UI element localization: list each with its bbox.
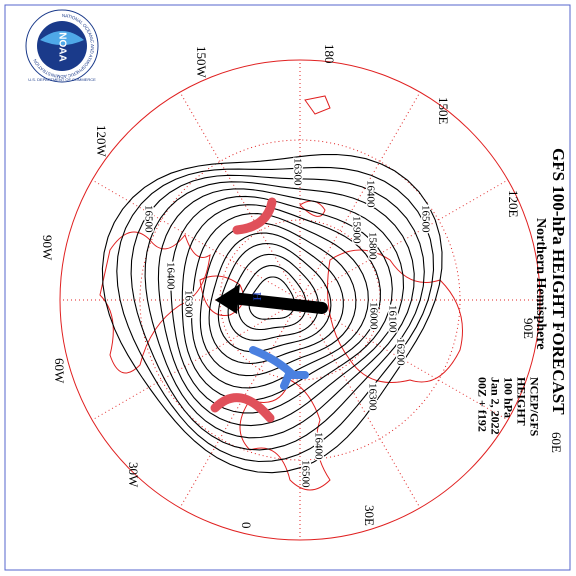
- contour-label: 16300: [291, 158, 303, 186]
- longitude-label: 180: [322, 44, 337, 64]
- logo-bird: [40, 31, 84, 45]
- contour-label: 16100: [386, 305, 398, 333]
- info-line: Jan 2, 2022: [488, 377, 502, 435]
- blue-mark: [249, 346, 309, 390]
- coastlines: [99, 95, 463, 491]
- contour: [199, 222, 357, 377]
- frame: [4, 4, 571, 571]
- contour: [191, 213, 369, 389]
- contour: [116, 166, 435, 463]
- title: GFS 100-hPa HEIGHT FORECAST: [549, 148, 568, 415]
- contour-label: 15800: [366, 232, 378, 260]
- black-arrow: [226, 292, 328, 314]
- contour-label: 16500: [299, 460, 311, 488]
- coast: [299, 95, 331, 217]
- contour-label: 16500: [419, 205, 431, 233]
- arrow-head: [215, 284, 240, 314]
- meridian: [91, 179, 301, 301]
- contour-label: 16200: [394, 338, 406, 366]
- contour: [208, 232, 344, 365]
- logo-disc: [37, 21, 87, 71]
- annotations: [210, 197, 328, 423]
- coast: [99, 231, 211, 374]
- noaa-logo: NOAA NATIONAL OCEANIC AND ATMOSPHERIC AD…: [25, 9, 99, 83]
- contour-label: 15900: [350, 216, 362, 244]
- meridian: [91, 299, 301, 421]
- meridian: [299, 179, 509, 301]
- contour: [181, 204, 381, 402]
- longitude-label: 30W: [126, 462, 141, 488]
- longitude-label: 60W: [52, 358, 67, 384]
- longitude-label: 60E: [549, 432, 564, 453]
- meridian: [179, 299, 301, 509]
- longitude-label: 90W: [40, 235, 55, 261]
- longitude-label: 120W: [94, 125, 109, 158]
- contour-label: 16500: [142, 205, 154, 233]
- parallel: [139, 139, 461, 461]
- longitude-label: 90E: [521, 318, 536, 339]
- red-arc: [232, 197, 277, 235]
- logo-name: NOAA: [56, 32, 67, 61]
- info-line: HEIGHT: [514, 377, 528, 426]
- info-line: 00Z + f192: [475, 377, 489, 432]
- contour: [170, 195, 393, 414]
- contour-label: 16400: [164, 262, 176, 290]
- longitude-label: 30E: [362, 505, 377, 526]
- contour: [157, 188, 405, 427]
- contour-label: 16400: [364, 180, 376, 208]
- info-line: NCEP/GFS: [527, 377, 541, 437]
- contour-label: 16400: [312, 432, 324, 460]
- longitude-label: 120E: [506, 190, 521, 218]
- longitude-label: 0: [239, 522, 254, 529]
- contour: [130, 174, 425, 451]
- red-arc: [210, 393, 275, 423]
- contour-label: 16300: [182, 290, 194, 318]
- longitude-label: 150W: [194, 46, 209, 79]
- meridian: [299, 299, 421, 509]
- contour: [101, 153, 443, 474]
- contour-label: 16000: [367, 302, 379, 330]
- meridian: [299, 91, 421, 301]
- high-marker: H: [250, 292, 264, 301]
- logo-dept: U.S. DEPARTMENT OF COMMERCE: [28, 77, 96, 82]
- info-line: 100 hPa: [501, 377, 515, 418]
- contour: [144, 181, 415, 439]
- map-boundary: [59, 59, 541, 541]
- subtitle: Northern Hemisphere: [533, 218, 548, 350]
- contour-label: 16300: [366, 383, 378, 411]
- longitude-label: 150E: [436, 97, 451, 125]
